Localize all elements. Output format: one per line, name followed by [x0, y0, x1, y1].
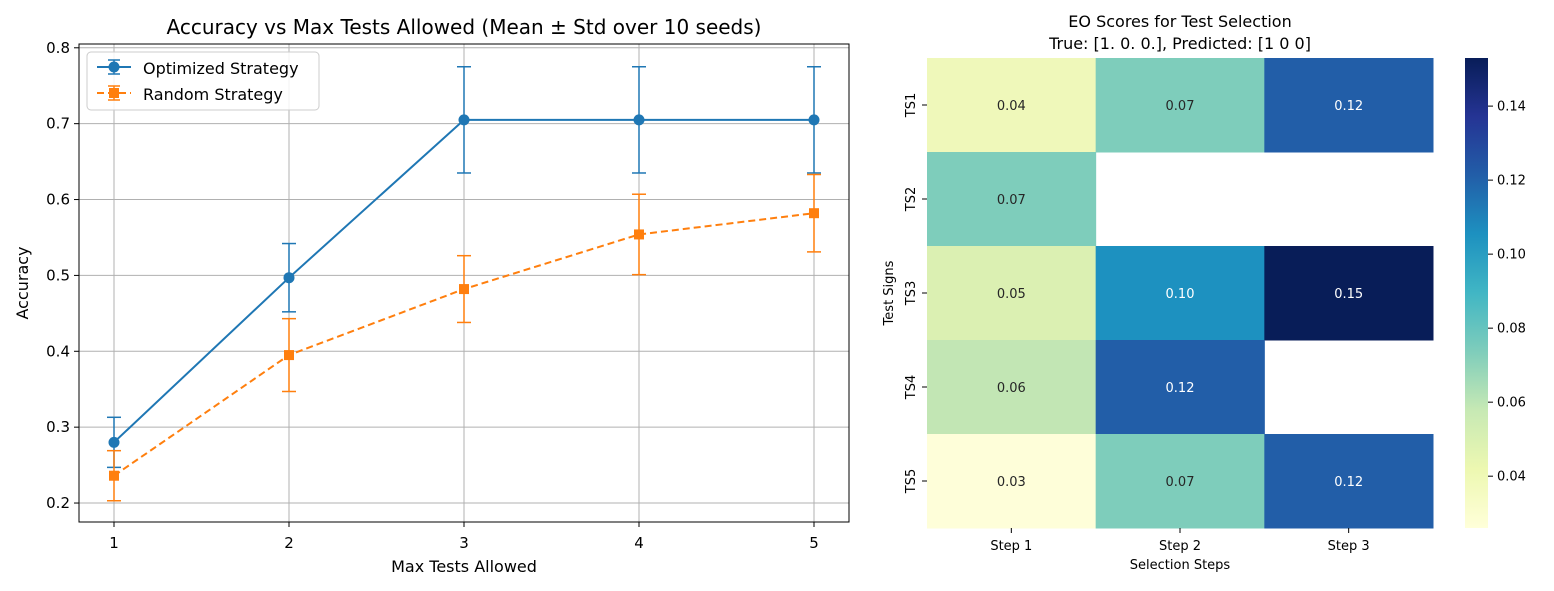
heatmap-cell-value: 0.07	[1166, 475, 1195, 490]
series-random	[107, 173, 821, 502]
data-point	[634, 229, 644, 240]
heatmap-cell	[927, 340, 1097, 435]
heatmap-cell-value: 0.05	[997, 287, 1026, 302]
heatmap-ticks: Step 1 Step 2 Step 3 TS1 TS2 TS3 TS4 TS5	[904, 93, 1370, 554]
heatmap-cell	[927, 58, 1097, 153]
x-tick-label: 4	[634, 534, 644, 552]
line-chart-x-axis-label: Max Tests Allowed	[391, 557, 537, 576]
line-chart-y-axis-label: Accuracy	[13, 246, 32, 319]
heatmap-cell-value: 0.06	[997, 381, 1026, 396]
heatmap-row-label: TS1	[904, 93, 919, 118]
heatmap-cell	[1095, 246, 1265, 341]
line-chart-title: Accuracy vs Max Tests Allowed (Mean ± St…	[167, 15, 762, 39]
heatmap-cell	[1095, 340, 1265, 435]
heatmap-title: EO Scores for Test Selection	[1068, 12, 1291, 31]
heatmap-column-label: Step 1	[990, 539, 1032, 554]
legend-items	[97, 59, 131, 101]
x-tick-label: 5	[809, 534, 819, 552]
heatmap-cells: 0.04 0.07 0.12 0.07 0.05 0.10 0.15 0.06 0.12 0.03…	[927, 58, 1434, 529]
y-tick-label: 0.2	[46, 494, 70, 512]
heatmap-cell-value: 0.15	[1334, 287, 1363, 302]
heatmap-cell-value: 0.12	[1334, 475, 1363, 490]
heatmap-x-axis-label: Selection Steps	[1130, 558, 1231, 573]
data-point	[108, 436, 120, 448]
heatmap-cell-value: 0.12	[1166, 381, 1195, 396]
colorbar-tick-label: 0.14	[1497, 100, 1526, 115]
heatmap-row-label: TS2	[904, 187, 919, 212]
y-tick-label: 0.7	[46, 115, 70, 133]
heatmap-cell	[1095, 434, 1265, 529]
heatmap-cell-value: 0.12	[1334, 99, 1363, 114]
colorbar-tick-label: 0.08	[1497, 322, 1526, 337]
legend-box	[86, 51, 320, 111]
heatmap-row-label: TS4	[904, 375, 919, 400]
legend-marker	[109, 88, 119, 98]
line-chart-ticks: 1 2 3 4 5 0.2 0.3 0.4 0.5 0.6 0.7 0.8	[46, 39, 819, 552]
data-point	[283, 272, 295, 284]
heatmap-cell	[1264, 434, 1434, 529]
legend-label-random: Random Strategy	[143, 85, 283, 104]
heatmap-row-label: TS3	[904, 281, 919, 306]
heatmap-cell	[927, 152, 1097, 247]
y-tick-label: 0.6	[46, 191, 70, 209]
y-tick-label: 0.3	[46, 418, 70, 436]
eo-scores-heatmap: EO Scores for Test Selection True: [1. 0…	[882, 12, 1526, 573]
y-tick-label: 0.8	[46, 39, 70, 57]
colorbar-gradient	[1465, 58, 1488, 528]
legend-label-optimized: Optimized Strategy	[143, 59, 299, 78]
heatmap-cell	[1095, 58, 1265, 153]
data-point	[458, 114, 470, 126]
heatmap-y-axis-label: Test Signs	[882, 260, 897, 326]
line-chart-legend: Optimized Strategy Random Strategy	[86, 51, 320, 111]
heatmap-row-label: TS5	[904, 469, 919, 494]
heatmap-cell-value: 0.04	[997, 99, 1026, 114]
heatmap-cell-value: 0.07	[1166, 99, 1195, 114]
heatmap-cell	[1264, 58, 1434, 153]
x-tick-label: 1	[109, 534, 119, 552]
x-tick-label: 3	[459, 534, 469, 552]
colorbar-ticks: 0.04 0.06 0.08 0.10 0.12 0.14	[1488, 100, 1526, 485]
data-point	[109, 470, 119, 481]
heatmap-cell	[1264, 246, 1434, 341]
data-point	[633, 114, 645, 126]
heatmap-cell-value: 0.10	[1166, 287, 1195, 302]
colorbar-tick-label: 0.12	[1497, 174, 1526, 189]
data-point	[808, 114, 820, 126]
heatmap-column-label: Step 3	[1328, 539, 1370, 554]
heatmap-colorbar: 0.04 0.06 0.08 0.10 0.12 0.14	[1465, 58, 1526, 528]
heatmap-cell	[927, 246, 1097, 341]
legend-marker	[108, 61, 120, 73]
x-tick-label: 2	[284, 534, 294, 552]
heatmap-subtitle: True: [1. 0. 0.], Predicted: [1 0 0]	[1048, 34, 1311, 53]
heatmap-column-label: Step 2	[1159, 539, 1201, 554]
heatmap-cell-value: 0.03	[997, 475, 1026, 490]
heatmap-cell	[927, 434, 1097, 529]
data-point	[459, 284, 469, 295]
colorbar-tick-label: 0.06	[1497, 396, 1526, 411]
accuracy-line-chart: Accuracy vs Max Tests Allowed (Mean ± St…	[13, 15, 850, 576]
colorbar-tick-label: 0.04	[1497, 470, 1526, 485]
y-tick-label: 0.4	[46, 342, 70, 360]
series-optimized	[107, 66, 821, 469]
heatmap-cell-value: 0.07	[997, 193, 1026, 208]
data-point	[809, 208, 819, 219]
colorbar-tick-label: 0.10	[1497, 248, 1526, 263]
data-point	[284, 350, 294, 361]
line-chart-series	[107, 66, 821, 502]
y-tick-label: 0.5	[46, 266, 70, 284]
